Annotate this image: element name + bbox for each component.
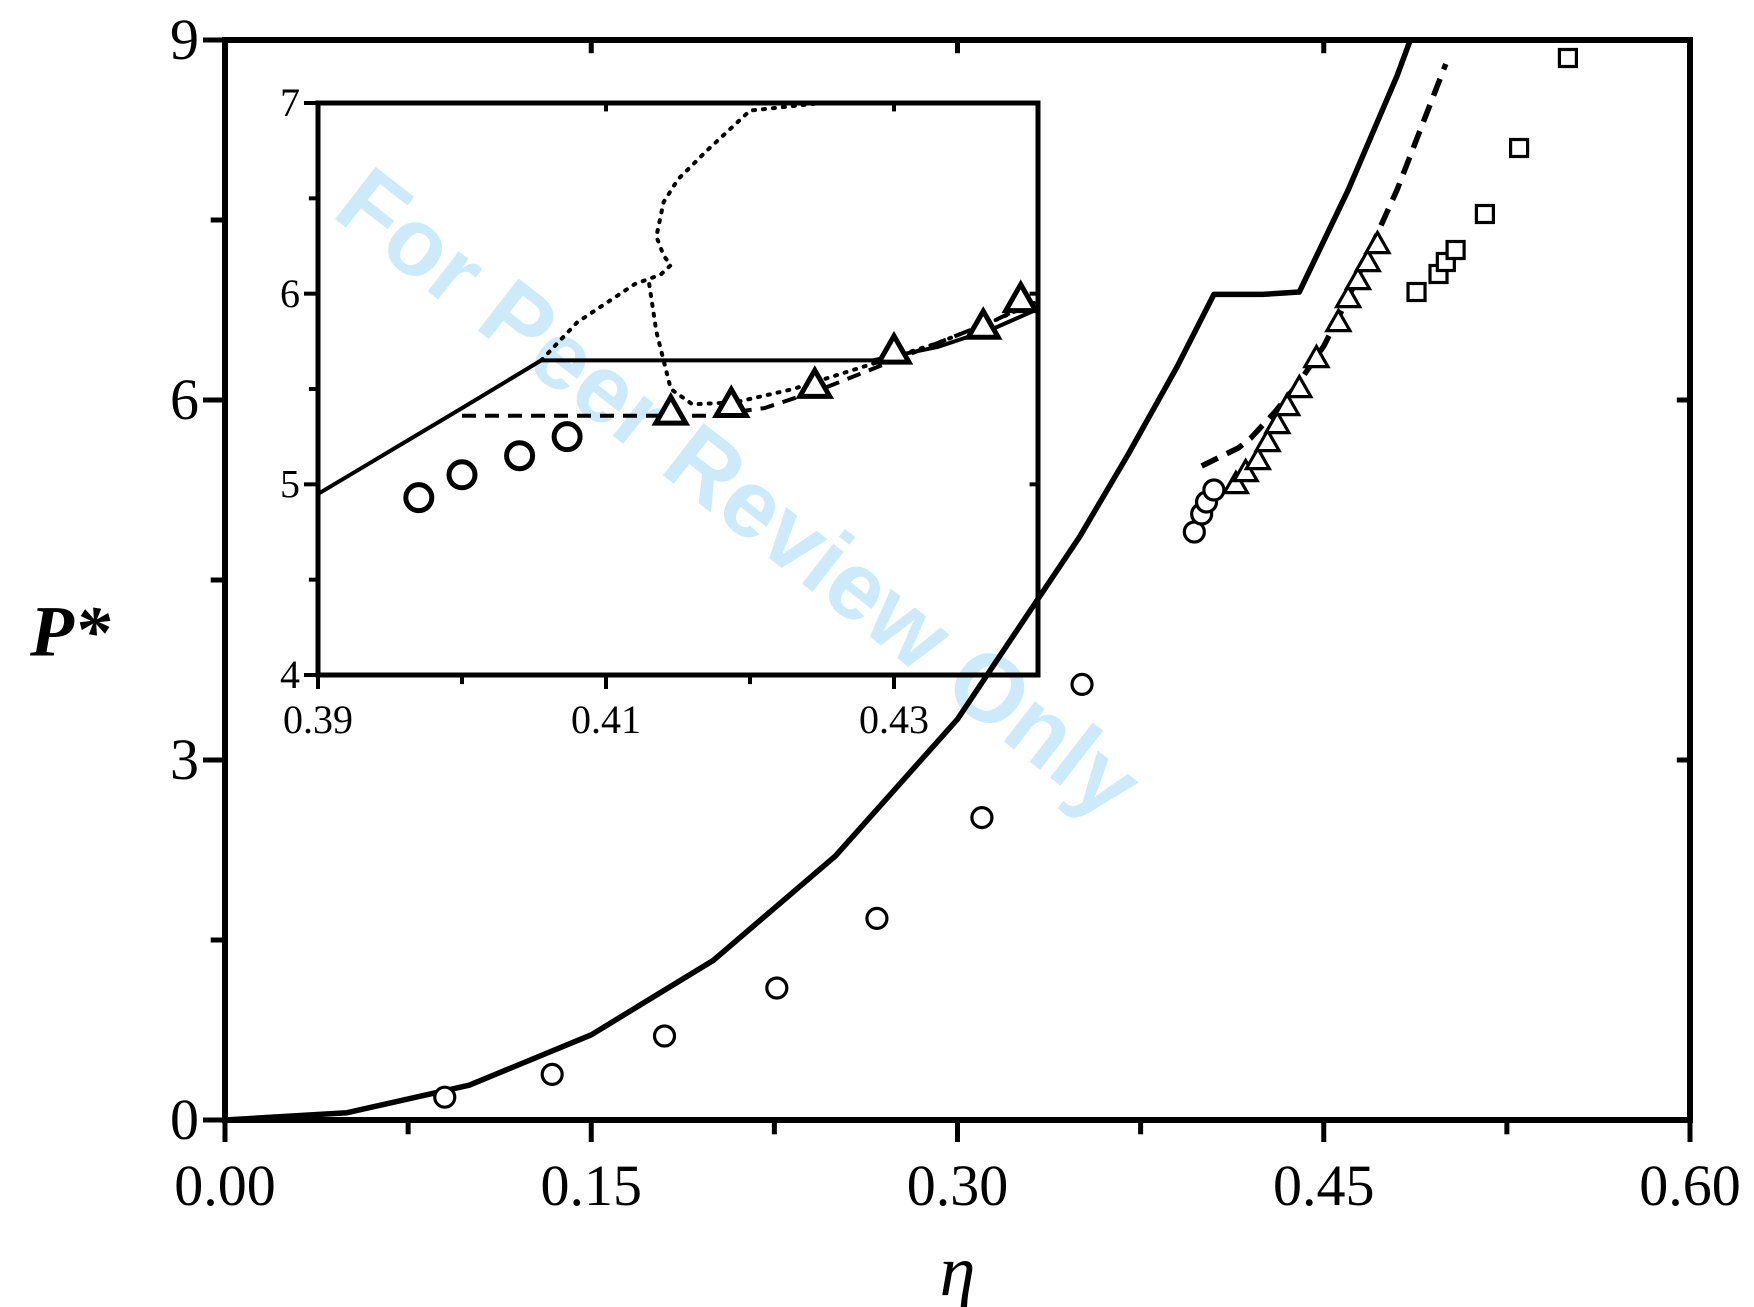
main-square-point-6 bbox=[1557, 47, 1579, 69]
main-square-point-3 bbox=[1445, 239, 1466, 261]
inset-triangle-point-1 bbox=[712, 384, 751, 418]
main-triangle-point-2 bbox=[1243, 445, 1273, 471]
main-triangle-point-12 bbox=[1363, 229, 1392, 255]
main-circle-point-2 bbox=[652, 1024, 677, 1048]
main-circle-point-10 bbox=[1202, 478, 1226, 502]
main-triangle-point-7 bbox=[1302, 343, 1331, 369]
main-y-tick-label: 3 bbox=[170, 727, 199, 792]
main-x-axis-title: η bbox=[940, 1231, 976, 1307]
main-x-tick-label: 0.15 bbox=[541, 1153, 643, 1218]
main-circle-point-6 bbox=[1070, 672, 1094, 697]
inset-triangle-point-3 bbox=[874, 330, 914, 365]
main-circle-point-3 bbox=[765, 976, 789, 1000]
inset-y-tick-label: 7 bbox=[280, 80, 300, 125]
inset-triangle-point-5 bbox=[1001, 279, 1040, 314]
main-triangle-point-6 bbox=[1285, 373, 1314, 399]
inset-y-tick-label: 4 bbox=[280, 652, 300, 697]
inset-triangle-point-0 bbox=[651, 391, 691, 426]
main-triangle-point-10 bbox=[1343, 265, 1373, 291]
main-triangle-point-3 bbox=[1253, 427, 1282, 453]
main-chart: 0.00 0.15 0.30 0.45 0.60 0 3 6 9 η P* bbox=[29, 7, 1741, 1307]
main-triangle-point-8 bbox=[1324, 307, 1353, 333]
main-y-tick-label: 6 bbox=[170, 367, 199, 432]
inset-triangle-point-2 bbox=[795, 365, 835, 399]
main-circle-point-0 bbox=[433, 1085, 457, 1109]
main-circle-point-5 bbox=[970, 805, 994, 830]
watermark: For Peer Review Only bbox=[317, 147, 1161, 839]
main-series-solid-line-0 bbox=[225, 40, 1414, 1120]
main-circle-point-4 bbox=[865, 906, 889, 931]
inset-y-tick-label: 6 bbox=[280, 271, 300, 316]
inset-series-dotted-line-2 bbox=[539, 103, 1038, 363]
main-square-point-4 bbox=[1474, 203, 1496, 225]
main-triangle-point-11 bbox=[1353, 247, 1382, 273]
main-y-tick-label: 9 bbox=[170, 7, 199, 72]
inset-chart: 0.39 0.41 0.43 4 5 6 7 bbox=[280, 80, 1041, 742]
inset-series-dotted-line-3 bbox=[647, 282, 1038, 407]
main-circle-point-1 bbox=[540, 1062, 564, 1087]
inset-circle-point-3 bbox=[551, 421, 583, 453]
inset-x-tick-label: 0.43 bbox=[859, 697, 929, 742]
main-triangle-point-9 bbox=[1333, 283, 1363, 309]
inset-y-tick-label: 5 bbox=[280, 462, 300, 507]
main-x-tick-label: 0.00 bbox=[174, 1153, 276, 1218]
inset-circle-point-1 bbox=[446, 459, 478, 491]
main-square-point-5 bbox=[1508, 137, 1530, 159]
inset-x-tick-label: 0.41 bbox=[571, 697, 641, 742]
main-triangle-point-4 bbox=[1263, 409, 1292, 435]
main-y-tick-label: 0 bbox=[170, 1087, 199, 1152]
inset-x-tick-label: 0.39 bbox=[283, 697, 353, 742]
main-triangle-point-1 bbox=[1231, 457, 1260, 483]
main-x-tick-label: 0.60 bbox=[1639, 1153, 1741, 1218]
main-square-point-0 bbox=[1406, 281, 1427, 303]
main-triangle-point-5 bbox=[1272, 391, 1302, 417]
inset-triangle-point-4 bbox=[964, 306, 1003, 340]
main-x-tick-label: 0.30 bbox=[907, 1153, 1009, 1218]
main-x-tick-label: 0.45 bbox=[1273, 1153, 1375, 1218]
inset-circle-point-0 bbox=[403, 482, 435, 514]
main-triangle-point-0 bbox=[1221, 469, 1251, 495]
main-y-axis-title: P* bbox=[29, 592, 111, 672]
main-series-dashed-line-1 bbox=[1200, 63, 1449, 469]
inset-circle-point-2 bbox=[504, 440, 536, 472]
